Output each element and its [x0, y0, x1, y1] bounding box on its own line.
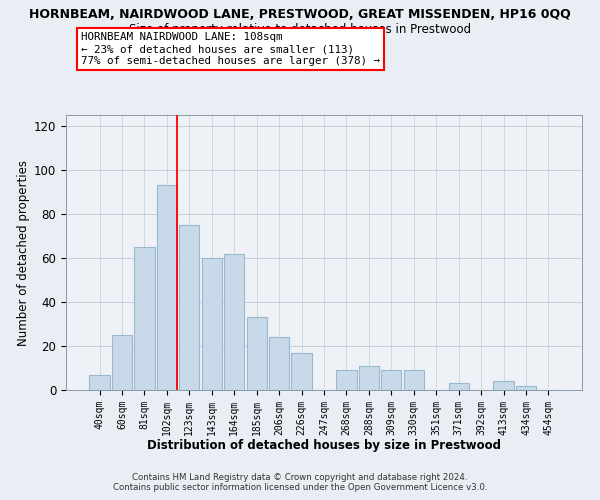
- Bar: [381, 370, 401, 390]
- Bar: [202, 258, 222, 390]
- Bar: [493, 381, 514, 390]
- Bar: [112, 335, 132, 390]
- Bar: [157, 186, 177, 390]
- Bar: [404, 370, 424, 390]
- X-axis label: Distribution of detached houses by size in Prestwood: Distribution of detached houses by size …: [147, 439, 501, 452]
- Bar: [134, 247, 155, 390]
- Text: Size of property relative to detached houses in Prestwood: Size of property relative to detached ho…: [129, 22, 471, 36]
- Bar: [89, 374, 110, 390]
- Bar: [359, 366, 379, 390]
- Text: HORNBEAM, NAIRDWOOD LANE, PRESTWOOD, GREAT MISSENDEN, HP16 0QQ: HORNBEAM, NAIRDWOOD LANE, PRESTWOOD, GRE…: [29, 8, 571, 20]
- Bar: [224, 254, 244, 390]
- Bar: [337, 370, 356, 390]
- Bar: [269, 337, 289, 390]
- Text: HORNBEAM NAIRDWOOD LANE: 108sqm
← 23% of detached houses are smaller (113)
77% o: HORNBEAM NAIRDWOOD LANE: 108sqm ← 23% of…: [81, 32, 380, 66]
- Bar: [247, 318, 267, 390]
- Y-axis label: Number of detached properties: Number of detached properties: [17, 160, 30, 346]
- Bar: [292, 352, 311, 390]
- Bar: [179, 225, 199, 390]
- Bar: [449, 384, 469, 390]
- Bar: [516, 386, 536, 390]
- Text: Contains HM Land Registry data © Crown copyright and database right 2024.: Contains HM Land Registry data © Crown c…: [132, 474, 468, 482]
- Text: Contains public sector information licensed under the Open Government Licence v3: Contains public sector information licen…: [113, 484, 487, 492]
